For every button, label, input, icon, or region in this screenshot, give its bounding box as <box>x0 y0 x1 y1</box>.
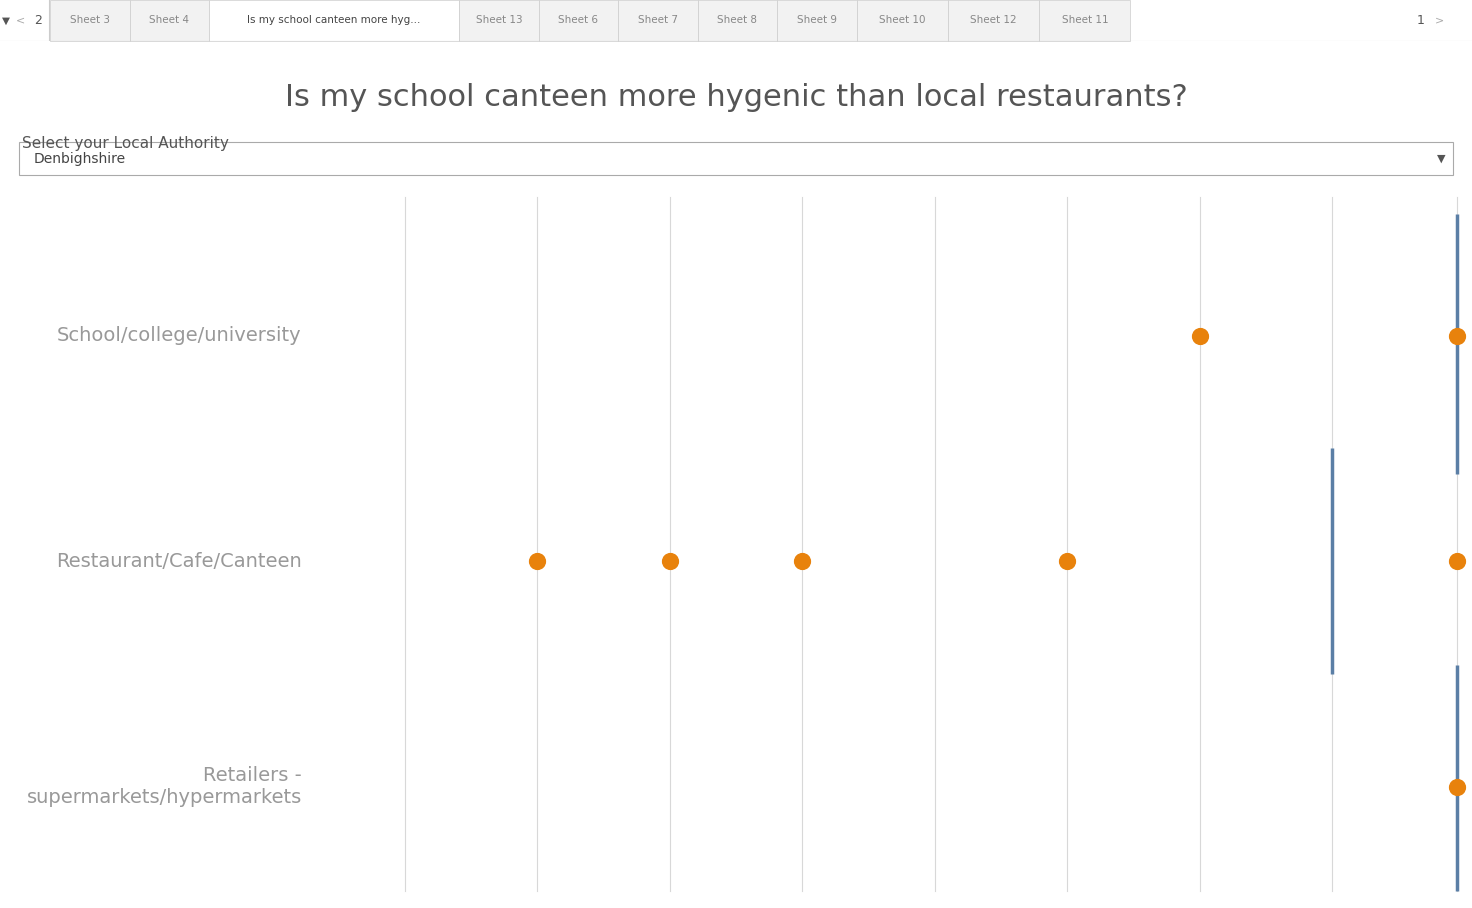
Text: Sheet 12: Sheet 12 <box>970 15 1017 25</box>
Text: Sheet 4: Sheet 4 <box>149 15 190 25</box>
Text: <: < <box>16 15 25 25</box>
Bar <box>948 0 1039 41</box>
Bar <box>50 0 130 41</box>
Bar <box>459 0 539 41</box>
Point <box>790 554 814 568</box>
Text: Is my school canteen more hyg...: Is my school canteen more hyg... <box>247 15 421 25</box>
Bar <box>777 0 857 41</box>
Text: Retailers -
supermarkets/hypermarkets: Retailers - supermarkets/hypermarkets <box>26 766 302 807</box>
Text: Sheet 13: Sheet 13 <box>475 15 523 25</box>
Text: School/college/university: School/college/university <box>57 326 302 345</box>
Point <box>1055 554 1079 568</box>
Text: Sheet 11: Sheet 11 <box>1061 15 1108 25</box>
Point <box>1446 329 1469 343</box>
Bar <box>698 0 777 41</box>
Bar <box>539 0 618 41</box>
Bar <box>130 0 209 41</box>
Text: Sheet 7: Sheet 7 <box>637 15 679 25</box>
Text: Sheet 9: Sheet 9 <box>796 15 838 25</box>
Point <box>1188 329 1211 343</box>
Text: Sheet 6: Sheet 6 <box>558 15 599 25</box>
Text: >: > <box>1435 15 1444 25</box>
Bar <box>19 143 1453 175</box>
Text: Select your Local Authority: Select your Local Authority <box>22 135 230 151</box>
Text: Restaurant/Cafe/Canteen: Restaurant/Cafe/Canteen <box>56 552 302 570</box>
Text: Sheet 8: Sheet 8 <box>717 15 758 25</box>
Text: Sheet 3: Sheet 3 <box>69 15 110 25</box>
Bar <box>857 0 948 41</box>
Point <box>526 554 549 568</box>
Point <box>1446 554 1469 568</box>
Text: Sheet 10: Sheet 10 <box>879 15 926 25</box>
Text: Is my school canteen more hygenic than local restaurants?: Is my school canteen more hygenic than l… <box>284 83 1188 112</box>
Point <box>658 554 682 568</box>
Text: 2: 2 <box>34 14 43 27</box>
Point <box>1446 779 1469 794</box>
Bar <box>209 0 459 41</box>
Bar <box>1039 0 1130 41</box>
Text: Denbighshire: Denbighshire <box>34 152 127 166</box>
Text: ▼: ▼ <box>1437 153 1446 163</box>
Text: 1: 1 <box>1416 14 1425 27</box>
Text: ▼: ▼ <box>1 15 10 25</box>
Bar <box>618 0 698 41</box>
